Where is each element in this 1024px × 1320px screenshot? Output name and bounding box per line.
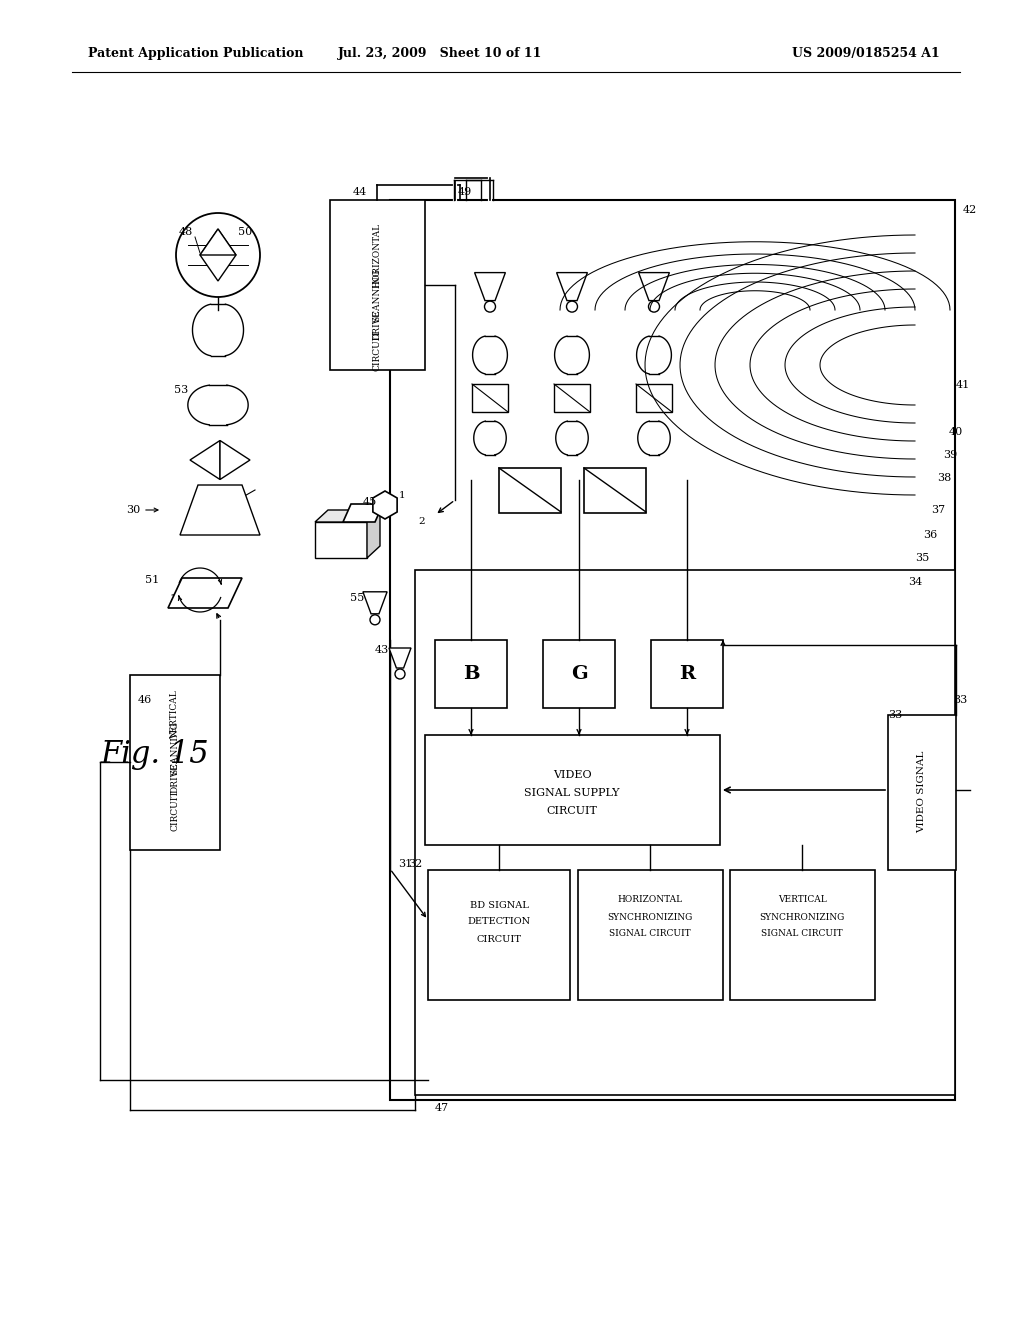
Text: 38: 38	[937, 473, 951, 483]
Polygon shape	[362, 591, 387, 614]
Polygon shape	[343, 504, 383, 521]
Text: SIGNAL CIRCUIT: SIGNAL CIRCUIT	[761, 929, 843, 939]
Text: 39: 39	[943, 450, 957, 459]
Bar	[730, 870, 874, 1001]
Text: 35: 35	[914, 553, 929, 564]
Bar	[578, 870, 723, 1001]
Text: 34: 34	[908, 577, 923, 587]
Bar	[651, 640, 723, 708]
Text: 1: 1	[398, 491, 406, 499]
Bar	[435, 640, 507, 708]
Text: 36: 36	[923, 531, 937, 540]
Text: 53: 53	[174, 385, 188, 395]
Bar	[425, 735, 720, 845]
Polygon shape	[389, 648, 411, 668]
Text: 41: 41	[955, 380, 970, 389]
Polygon shape	[639, 273, 670, 301]
Polygon shape	[220, 441, 250, 479]
Bar	[472, 384, 508, 412]
Text: 47: 47	[435, 1104, 450, 1113]
Text: VIDEO SIGNAL: VIDEO SIGNAL	[918, 751, 927, 833]
Text: 30: 30	[126, 506, 140, 515]
Text: 43: 43	[375, 645, 389, 655]
Polygon shape	[315, 510, 380, 521]
Text: 45: 45	[362, 498, 377, 507]
Text: 31: 31	[398, 859, 412, 869]
Text: CIRCUIT: CIRCUIT	[476, 935, 521, 944]
Text: 33: 33	[888, 710, 902, 719]
Text: SIGNAL SUPPLY: SIGNAL SUPPLY	[524, 788, 620, 799]
Text: SCANNING: SCANNING	[373, 268, 382, 322]
Text: DRIVE: DRIVE	[373, 310, 382, 341]
Text: 37: 37	[931, 506, 945, 515]
Text: 50: 50	[238, 227, 252, 238]
Polygon shape	[557, 273, 588, 301]
Polygon shape	[200, 228, 236, 281]
Text: VERTICAL: VERTICAL	[171, 690, 179, 739]
Bar	[584, 469, 646, 513]
Text: Jul. 23, 2009   Sheet 10 of 11: Jul. 23, 2009 Sheet 10 of 11	[338, 46, 542, 59]
Text: HORIZONTAL: HORIZONTAL	[617, 895, 683, 904]
Text: VIDEO: VIDEO	[553, 770, 591, 780]
Polygon shape	[190, 441, 220, 479]
Text: 40: 40	[949, 426, 964, 437]
Text: G: G	[570, 665, 588, 682]
Polygon shape	[180, 484, 260, 535]
Text: SIGNAL CIRCUIT: SIGNAL CIRCUIT	[609, 929, 691, 939]
Text: DETECTION: DETECTION	[467, 917, 530, 927]
Text: 51: 51	[144, 576, 159, 585]
Text: Fig. 15: Fig. 15	[100, 739, 209, 771]
Bar	[554, 384, 590, 412]
Bar	[888, 715, 956, 870]
Text: SYNCHRONIZING: SYNCHRONIZING	[607, 912, 692, 921]
Text: Patent Application Publication: Patent Application Publication	[88, 46, 303, 59]
Text: 32: 32	[408, 859, 422, 869]
Text: R: R	[679, 665, 695, 682]
Polygon shape	[474, 273, 506, 301]
Polygon shape	[373, 491, 397, 519]
Text: SYNCHRONIZING: SYNCHRONIZING	[760, 912, 845, 921]
Bar	[415, 570, 955, 1096]
Text: DRIVE: DRIVE	[171, 763, 179, 793]
Bar	[428, 870, 570, 1001]
Text: B: B	[463, 665, 479, 682]
Bar	[330, 201, 425, 370]
Text: 55: 55	[350, 593, 365, 603]
Polygon shape	[200, 228, 236, 255]
Text: 44: 44	[353, 187, 368, 197]
Polygon shape	[367, 510, 380, 558]
Text: CIRCUIT: CIRCUIT	[171, 789, 179, 830]
Text: US 2009/0185254 A1: US 2009/0185254 A1	[793, 46, 940, 59]
Bar	[499, 469, 561, 513]
Polygon shape	[315, 521, 367, 558]
Text: 33: 33	[953, 696, 967, 705]
Text: 46: 46	[138, 696, 153, 705]
Bar	[390, 201, 955, 1100]
Text: 48: 48	[179, 227, 194, 238]
Text: CIRCUIT: CIRCUIT	[373, 329, 382, 371]
Text: 49: 49	[458, 187, 472, 197]
Text: VERTICAL: VERTICAL	[777, 895, 826, 904]
Text: SCANNING: SCANNING	[171, 721, 179, 775]
Text: 2: 2	[419, 517, 425, 527]
Bar	[543, 640, 615, 708]
Bar	[636, 384, 672, 412]
Polygon shape	[168, 578, 242, 609]
Bar	[130, 675, 220, 850]
Text: 42: 42	[963, 205, 977, 215]
Text: BD SIGNAL: BD SIGNAL	[470, 900, 528, 909]
Text: HORIZONTAL: HORIZONTAL	[373, 223, 382, 288]
Text: CIRCUIT: CIRCUIT	[547, 807, 597, 816]
